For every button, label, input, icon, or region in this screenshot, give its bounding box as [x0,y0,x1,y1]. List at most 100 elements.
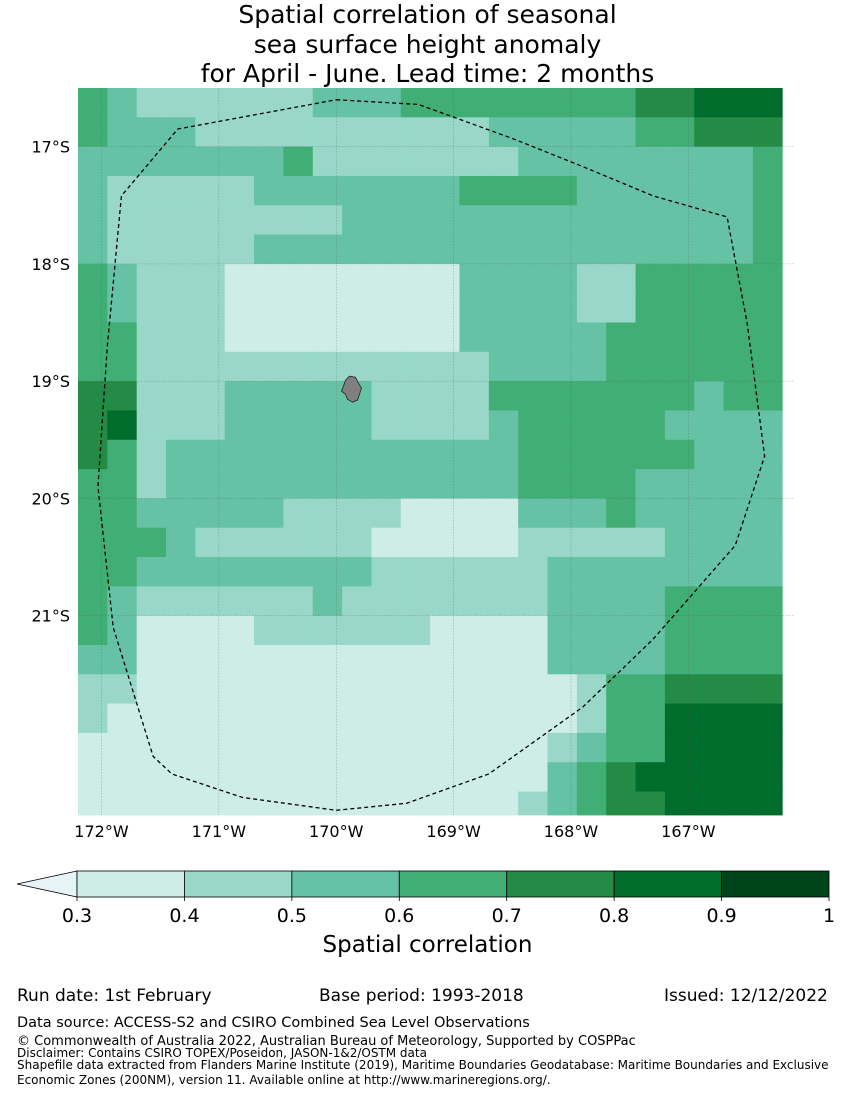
grid-cell [195,703,226,734]
grid-cell [136,351,167,382]
grid-cell [606,791,636,816]
grid-cell [254,674,284,705]
grid-cell [166,381,196,411]
grid-cell [459,644,490,675]
grid-cell [518,586,548,617]
grid-cell [400,586,431,617]
grid-cell [107,293,138,323]
grid-cell [342,117,372,148]
grid-cell [107,703,138,734]
grid-cell [78,234,108,265]
grid-cell [136,88,167,118]
grid-cell [400,791,431,816]
grid-cell [752,527,783,558]
grid-cell [576,791,607,816]
grid-cell [107,644,138,675]
grid-cell [224,410,255,441]
grid-cell [166,703,196,734]
grid-cell [371,351,402,382]
grid-cell [400,527,431,558]
grid-cell [371,586,402,617]
grid-cell [459,175,490,206]
grid-cell [283,674,314,705]
grid-cell [752,293,783,323]
lon-tick-label: 168°W [544,822,599,841]
grid-cell [136,586,167,617]
grid-cell [371,234,402,265]
grid-cell [518,791,548,816]
shapefile-credit-2: Economic Zones (200NM), version 11. Avai… [17,1073,551,1087]
grid-cell [371,410,402,441]
grid-cell [518,732,548,763]
grid-cell [664,117,695,148]
grid-cell [694,293,724,323]
grid-cell [694,703,724,734]
grid-cell [459,88,490,118]
grid-cell [459,293,490,323]
issued-date: Issued: 12/12/2022 [664,986,828,1006]
grid-cell [576,263,607,294]
grid-cell [107,381,138,411]
grid-cell [752,146,783,177]
grid-cell [78,498,108,529]
grid-cell [312,762,343,792]
grid-cell [371,293,402,323]
grid-cell [694,205,724,235]
grid-cell [430,615,460,646]
correlation-grid [78,88,783,816]
grid-cell [312,205,343,235]
grid-cell [635,674,666,705]
grid-cell [635,351,666,382]
grid-cell [459,586,490,617]
grid-cell [547,762,578,792]
grid-cell [254,586,284,617]
grid-cell [694,381,724,411]
grid-cell [107,498,138,529]
grid-cell [606,674,636,705]
grid-cell [78,146,108,177]
grid-cell [283,732,314,763]
grid-cell [488,263,519,294]
grid-cell [488,586,519,617]
colorbar-label: Spatial correlation [322,932,533,958]
grid-cell [459,234,490,265]
grid-cell [254,644,284,675]
grid-cell [312,557,343,587]
grid-cell [664,615,695,646]
grid-cell [312,791,343,816]
grid-cell [224,439,255,470]
grid-cell [254,293,284,323]
grid-cell [254,469,284,499]
grid-cell [547,263,578,294]
grid-cell [459,469,490,499]
grid-cell [195,88,226,118]
grid-cell [166,293,196,323]
grid-cell [136,263,167,294]
grid-cell [224,644,255,675]
grid-cell [430,762,460,792]
grid-cell [342,263,372,294]
grid-cell [488,293,519,323]
grid-cell [576,322,607,353]
grid-cell [312,293,343,323]
grid-cell [752,117,783,148]
grid-cell [107,351,138,382]
grid-cell [635,175,666,206]
grid-cell [78,175,108,206]
grid-cell [606,615,636,646]
grid-cell [400,263,431,294]
grid-cell [371,557,402,587]
grid-cell [518,263,548,294]
grid-cell [371,732,402,763]
grid-cell [752,732,783,763]
grid-cell [400,469,431,499]
grid-cell [723,146,754,177]
grid-cell [459,762,490,792]
grid-cell [283,88,314,118]
grid-cell [694,175,724,206]
grid-cell [166,791,196,816]
grid-cell [752,498,783,529]
colorbar-segment [291,870,400,898]
grid-cell [107,615,138,646]
grid-cell [723,381,754,411]
